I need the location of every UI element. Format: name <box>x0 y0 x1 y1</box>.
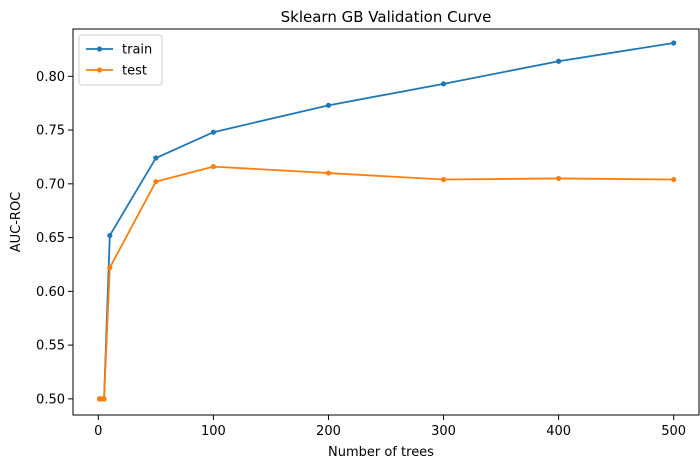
data-point-train <box>107 232 113 239</box>
y-tick-label: 0.70 <box>36 177 65 192</box>
legend-marker-train <box>96 46 103 52</box>
data-point-test <box>440 176 447 183</box>
data-point-test <box>556 175 562 182</box>
x-tick-label: 200 <box>316 424 341 439</box>
data-point-test <box>101 396 107 402</box>
data-point-train <box>325 102 332 108</box>
data-point-train <box>440 81 447 87</box>
data-point-train <box>153 155 159 161</box>
x-tick-label: 400 <box>546 424 571 439</box>
data-point-train <box>671 40 677 46</box>
y-tick-label: 0.75 <box>36 124 65 139</box>
legend-label-test: test <box>122 64 147 79</box>
y-tick-label: 0.60 <box>36 285 65 300</box>
plot-area <box>96 40 677 402</box>
legend-marker-test <box>96 67 103 73</box>
x-tick-label: 0 <box>94 424 102 439</box>
x-tick-label: 100 <box>201 424 226 439</box>
data-point-test <box>671 176 677 183</box>
y-tick-label: 0.65 <box>36 231 65 246</box>
legend: train test <box>78 34 163 86</box>
data-point-train <box>210 129 216 135</box>
y-axis-label: AUC-ROC <box>9 192 24 253</box>
legend-label-train: train <box>122 43 152 58</box>
y-tick-label: 0.55 <box>36 339 65 354</box>
data-point-test <box>153 179 159 185</box>
data-point-test <box>210 164 216 170</box>
y-tick-label: 0.80 <box>36 70 65 85</box>
x-axis-label: Number of trees <box>328 445 434 460</box>
x-tick-label: 300 <box>431 424 456 439</box>
data-point-test <box>325 170 332 176</box>
axes-frame <box>72 28 700 416</box>
x-tick-label: 500 <box>661 424 686 439</box>
data-point-train <box>556 58 562 64</box>
data-point-test <box>107 265 113 271</box>
y-tick-label: 0.50 <box>36 392 65 407</box>
chart-title: Sklearn GB Validation Curve <box>281 8 492 26</box>
